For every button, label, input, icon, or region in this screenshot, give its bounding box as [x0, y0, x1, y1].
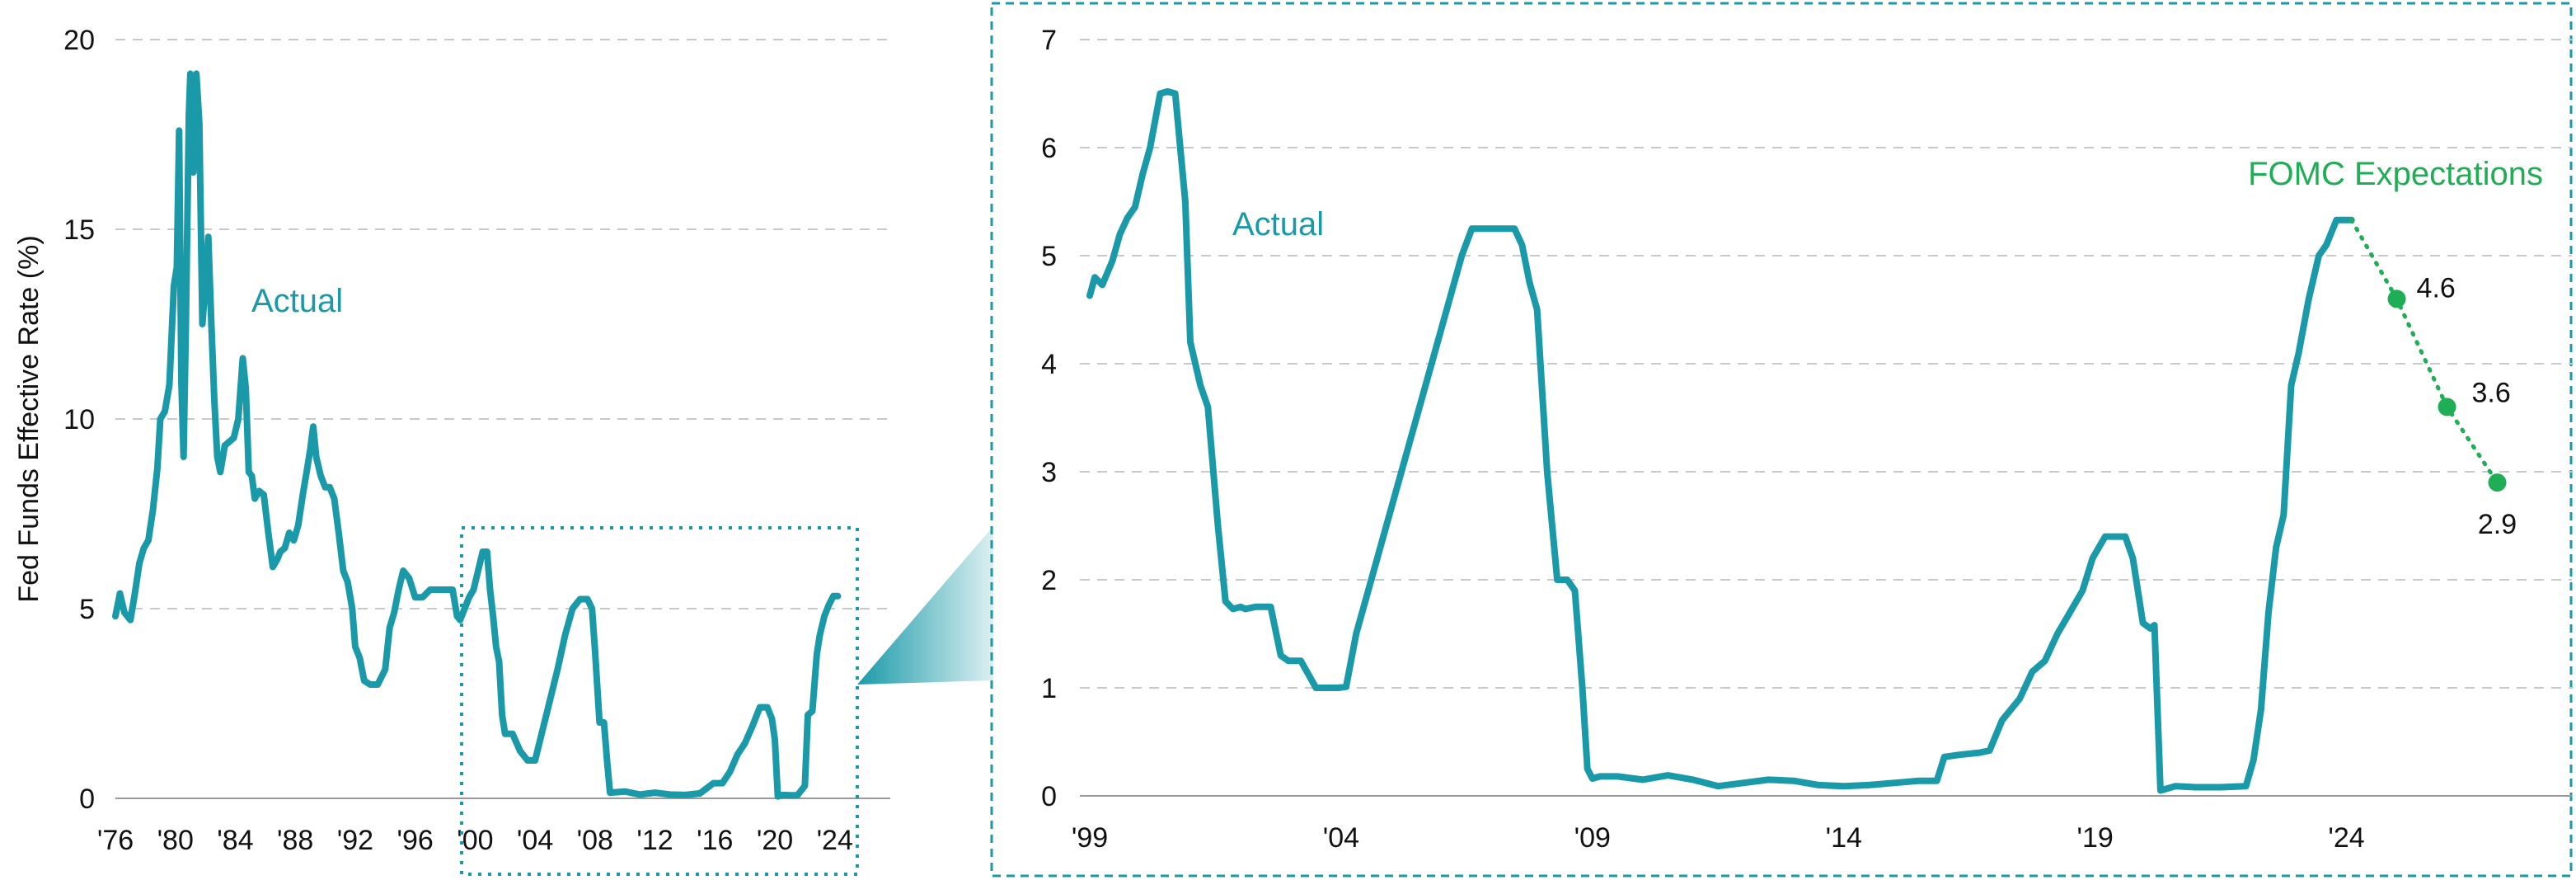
overview-x-tick-label: '92: [337, 825, 373, 856]
fomc-point-label: 3.6: [2472, 377, 2511, 408]
overview-x-tick-label: '08: [577, 825, 613, 856]
zoomed-y-ticks: 0 1 2 3 4 5 6 7: [1041, 25, 1057, 812]
zoomed-x-tick-label: '09: [1574, 822, 1611, 854]
zoomed-y-tick-label: 6: [1041, 133, 1057, 164]
zoomed-x-tick-label: '24: [2328, 822, 2364, 854]
fomc-projection-point: [2438, 398, 2456, 416]
zoomed-actual-line: [1086, 87, 2355, 794]
zoomed-x-tick-label: '14: [1826, 822, 1862, 854]
overview-y-ticks: 0 5 10 15 20: [63, 25, 95, 815]
zoomed-x-ticks: '99 '04 '09 '14 '19 '24: [1072, 822, 2365, 854]
fomc-projection-points: 4.6 3.6 2.9: [2387, 272, 2517, 540]
fomc-projection-line: [2349, 218, 2499, 485]
overview-x-tick-label: '16: [697, 825, 733, 856]
zoomed-x-tick-label: '04: [1323, 822, 1359, 854]
zoomed-y-tick-label: 2: [1041, 565, 1057, 596]
overview-x-tick-label: '88: [277, 825, 313, 856]
zoomed-actual-label: Actual: [1232, 206, 1324, 242]
overview-y-tick-label: 20: [63, 25, 95, 56]
zoomed-chart: 0 1 2 3 4 5 6 7 '99 '04 '09 '14 '19 '24 Actua…: [1041, 25, 2572, 854]
zoomed-y-tick-label: 7: [1041, 25, 1057, 56]
zoomed-y-tick-label: 0: [1041, 781, 1057, 812]
zoomed-y-tick-label: 5: [1041, 241, 1057, 272]
overview-y-axis-label: Fed Funds Effective Rate (%): [13, 235, 45, 602]
fomc-expectations-label: FOMC Expectations: [2248, 156, 2543, 192]
zoom-region-box: [460, 526, 859, 876]
zoomed-y-tick-label: 4: [1041, 349, 1057, 380]
overview-x-tick-label: '76: [97, 825, 134, 856]
overview-x-tick-label: '12: [636, 825, 673, 856]
overview-x-tick-label: '84: [217, 825, 253, 856]
overview-chart: 0 5 10 15 20 '76 '80 '84 '88 '92 '96 '00 '04 '08…: [13, 25, 890, 876]
overview-x-ticks: '76 '80 '84 '88 '92 '96 '00 '04 '08 '12 '16 '20 '24: [97, 825, 853, 856]
overview-x-tick-label: '00: [457, 825, 493, 856]
overview-gridlines: [115, 39, 890, 609]
overview-actual-line: [112, 70, 842, 800]
fomc-projection-point: [2488, 473, 2507, 492]
overview-x-tick-label: '20: [757, 825, 793, 856]
overview-y-tick-label: 0: [79, 784, 95, 815]
overview-y-tick-label: 10: [63, 404, 95, 435]
zoomed-chart-frame: [990, 2, 2573, 878]
overview-y-tick-label: 5: [79, 594, 95, 625]
zoom-callout-wedge: [857, 526, 993, 685]
zoomed-x-tick-label: '99: [1072, 822, 1108, 854]
overview-x-tick-label: '04: [517, 825, 553, 856]
fomc-projection-point: [2387, 289, 2406, 308]
overview-x-tick-label: '24: [817, 825, 853, 856]
fomc-point-label: 4.6: [2417, 272, 2456, 304]
overview-actual-label: Actual: [251, 283, 343, 319]
zoomed-x-tick-label: '19: [2076, 822, 2113, 854]
overview-x-tick-label: '96: [396, 825, 433, 856]
overview-y-tick-label: 15: [63, 214, 95, 246]
overview-x-tick-label: '80: [157, 825, 194, 856]
zoomed-y-tick-label: 1: [1041, 673, 1057, 704]
fomc-point-label: 2.9: [2478, 509, 2517, 540]
zoomed-gridlines: [1080, 39, 2572, 689]
zoomed-y-tick-label: 3: [1041, 457, 1057, 488]
